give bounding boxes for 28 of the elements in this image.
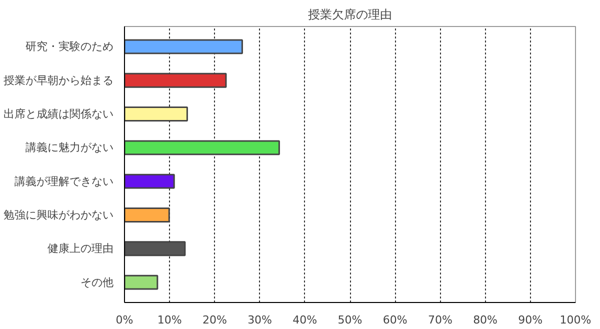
x-tick-label: 70% [428,314,452,326]
y-tick-label: 講義に魅力がない [26,141,114,154]
y-tick-label: 講義が理解できない [14,174,114,188]
y-tick-label: 授業が早朝から始まる [4,74,114,87]
x-tick-label: 0% [116,314,134,326]
bar [124,274,158,290]
x-tick-label: 40% [292,314,318,326]
x-tick-label: 10% [157,314,182,326]
y-tick-label: 勉強に興味がわかない [4,208,114,222]
x-tick-label: 60% [382,314,408,326]
x-tick-label: 30% [248,314,272,326]
y-tick-label: 健康上の理由 [48,242,114,256]
x-tick-label: 20% [202,314,227,326]
x-tick-label: 100% [560,314,592,326]
bar [124,39,243,54]
bar [124,106,188,122]
x-tick-label: 80% [473,314,498,326]
bar [124,140,280,156]
x-tick-label: 50% [338,314,362,326]
bar [124,208,170,222]
bar [124,72,227,88]
y-tick-label: その他 [80,276,114,289]
chart-title: 授業欠席の理由 [308,8,392,22]
y-tick-label: 研究・実験のため [26,40,114,54]
bar [124,241,186,256]
y-tick-label: 出席と成績は関係ない [4,108,114,121]
x-tick-label: 90% [518,314,543,326]
bar [124,174,175,189]
